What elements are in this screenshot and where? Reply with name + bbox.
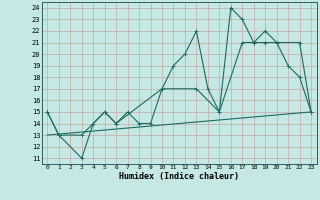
X-axis label: Humidex (Indice chaleur): Humidex (Indice chaleur)	[119, 172, 239, 181]
